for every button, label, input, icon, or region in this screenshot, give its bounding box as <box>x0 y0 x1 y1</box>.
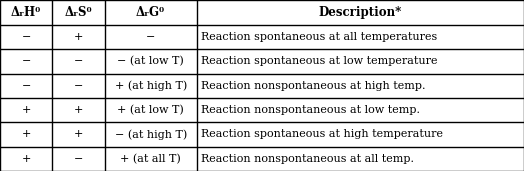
Text: −: − <box>21 32 31 42</box>
Text: Reaction nonspontaneous at low temp.: Reaction nonspontaneous at low temp. <box>201 105 420 115</box>
Text: −: − <box>21 81 31 91</box>
Text: Description*: Description* <box>319 6 402 19</box>
Text: Reaction nonspontaneous at all temp.: Reaction nonspontaneous at all temp. <box>201 154 413 164</box>
Text: +: + <box>21 105 31 115</box>
Text: +: + <box>74 129 83 139</box>
Text: ΔᵣH⁰: ΔᵣH⁰ <box>11 6 41 19</box>
Text: +: + <box>74 105 83 115</box>
Text: ΔᵣG⁰: ΔᵣG⁰ <box>136 6 165 19</box>
Text: +: + <box>21 129 31 139</box>
Text: Reaction spontaneous at low temperature: Reaction spontaneous at low temperature <box>201 56 437 66</box>
Text: −: − <box>146 32 155 42</box>
Text: −: − <box>74 81 83 91</box>
Text: + (at all T): + (at all T) <box>121 154 181 164</box>
Text: +: + <box>21 154 31 164</box>
Text: +: + <box>74 32 83 42</box>
Text: + (at high T): + (at high T) <box>115 80 187 91</box>
Text: Reaction spontaneous at high temperature: Reaction spontaneous at high temperature <box>201 129 443 139</box>
Text: − (at low T): − (at low T) <box>117 56 184 67</box>
Text: Reaction spontaneous at all temperatures: Reaction spontaneous at all temperatures <box>201 32 437 42</box>
Text: −: − <box>21 56 31 66</box>
Text: ΔᵣS⁰: ΔᵣS⁰ <box>65 6 92 19</box>
Text: − (at high T): − (at high T) <box>115 129 187 140</box>
Text: −: − <box>74 154 83 164</box>
Text: −: − <box>74 56 83 66</box>
Text: Reaction nonspontaneous at high temp.: Reaction nonspontaneous at high temp. <box>201 81 425 91</box>
Text: + (at low T): + (at low T) <box>117 105 184 115</box>
